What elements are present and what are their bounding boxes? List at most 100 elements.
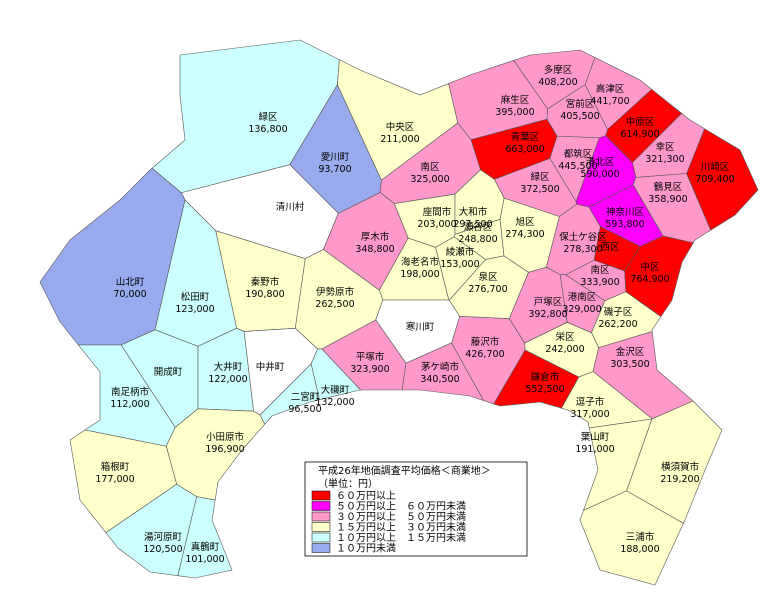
region-name: 箱根町 (101, 461, 130, 473)
region-name: 平塚市 (356, 351, 385, 363)
region-name: 泉区 (478, 271, 498, 283)
region (579, 490, 684, 586)
region-name: 小田原市 (206, 431, 245, 443)
region-name: 川崎区 (701, 161, 730, 173)
region-name: 中井町 (256, 361, 285, 373)
region-name: 鶴見区 (654, 181, 683, 193)
legend-swatch (311, 490, 331, 501)
region-name: 南区 (420, 161, 440, 173)
region-value: 196,900 (205, 444, 244, 455)
region-name: 開成町 (154, 366, 183, 378)
region-value: 203,000 (417, 219, 456, 230)
region-value: 70,000 (113, 289, 146, 300)
region-name: 西区 (600, 242, 620, 253)
region-name: 清川村 (276, 201, 305, 213)
region-name: 中央区 (386, 121, 415, 133)
region-name: 海老名市 (401, 256, 440, 268)
region-name: 大井町 (214, 361, 243, 373)
region-value: 663,000 (505, 144, 544, 155)
region-name: 茅ケ崎市 (421, 361, 460, 373)
region-name: 旭区 (515, 216, 535, 228)
region (592, 331, 694, 420)
region-value: 325,000 (410, 174, 449, 185)
region (453, 218, 505, 260)
region (448, 60, 548, 141)
region-name: 戸塚区 (534, 297, 563, 308)
region-name: 中区 (640, 261, 660, 273)
legend-swatch (311, 501, 331, 511)
region-name: 藤沢市 (471, 336, 500, 348)
region-value: 262,200 (598, 319, 637, 330)
legend-label: １０万円以上 １５万円未満 (336, 532, 466, 544)
region-value: 191,000 (575, 444, 614, 455)
region-value: 441,700 (590, 96, 629, 107)
region-name: 港南区 (568, 291, 597, 303)
region-name: 緑区 (530, 171, 550, 183)
region-name: 栄区 (555, 331, 575, 343)
region-value: 242,000 (545, 344, 584, 355)
legend-label: ６０万円以上 (336, 490, 396, 502)
region-value: 278,300 (563, 244, 602, 255)
legend-swatch (311, 532, 331, 543)
region-value: 408,200 (538, 77, 577, 88)
region-name: 幸区 (655, 142, 675, 153)
region-value: 426,700 (465, 349, 504, 360)
region-value: 321,300 (645, 154, 684, 165)
legend-unit: （単位：円） (318, 477, 378, 490)
region-value: 274,300 (505, 229, 544, 240)
region-name: 高津区 (596, 83, 625, 95)
region-value: 593,800 (605, 219, 644, 230)
region-name: 座間市 (423, 206, 452, 218)
region-value: 590,000 (580, 169, 619, 180)
region-name: 真鶴町 (191, 541, 220, 553)
region-value: 333,900 (580, 277, 619, 288)
region-name: 南足柄市 (111, 386, 150, 398)
region-value: 112,000 (110, 399, 149, 410)
region-value: 262,500 (315, 299, 354, 310)
region-name: 青葉区 (511, 131, 540, 143)
region-name: 保土ケ谷区 (559, 231, 607, 243)
region-value: 358,900 (648, 194, 687, 205)
legend-title: 平成26年地価調査平均価格＜商業地＞ (318, 464, 491, 477)
region-name: 寒川町 (406, 321, 435, 333)
regions (39, 39, 759, 586)
legend-label: ５０万円以上 ６０万円未満 (336, 501, 466, 513)
region-name: 磯子区 (604, 306, 633, 318)
region-value: 198,000 (400, 269, 439, 280)
region-value: 120,500 (143, 544, 182, 555)
region-name: 綾瀬市 (446, 246, 475, 258)
region-name: 神奈川区 (606, 206, 645, 218)
region-value: 190,800 (245, 289, 284, 300)
legend-swatch (311, 522, 331, 532)
legend-label: １０万円未満 (336, 543, 396, 555)
region-name: 葉山町 (581, 431, 610, 443)
region-value: 445,500 (558, 161, 597, 172)
region-name: 港北区 (586, 156, 615, 168)
region-value: 136,800 (248, 124, 287, 135)
region-name: 中原区 (626, 116, 655, 128)
region-value: 303,500 (610, 359, 649, 370)
region-name: 麻生区 (501, 94, 530, 106)
legend-label: １５万円以上 ３０万円未満 (336, 522, 466, 534)
legend-box (304, 461, 528, 557)
region-value: 764,900 (630, 274, 669, 285)
region-name: 都筑区 (564, 148, 593, 160)
region-name: 大磯町 (321, 384, 350, 396)
region (591, 291, 662, 348)
region-value: 248,800 (458, 234, 497, 245)
region (493, 158, 577, 217)
region-value: 122,000 (208, 374, 247, 385)
region-value: 329,000 (562, 304, 601, 315)
region-value: 405,500 (560, 111, 599, 122)
region-value: 276,700 (468, 284, 507, 295)
region-name: 秦野市 (251, 276, 280, 288)
region-name: 伊勢原市 (316, 286, 355, 298)
legend-swatch (311, 543, 331, 553)
region-value: 153,000 (440, 259, 479, 270)
region-value: 317,000 (570, 409, 609, 420)
region-value: 101,000 (185, 554, 224, 565)
region-value: 188,000 (620, 544, 659, 555)
region-value: 340,500 (420, 374, 459, 385)
region-value: 211,000 (380, 134, 419, 145)
region-value: 93,700 (318, 164, 351, 175)
